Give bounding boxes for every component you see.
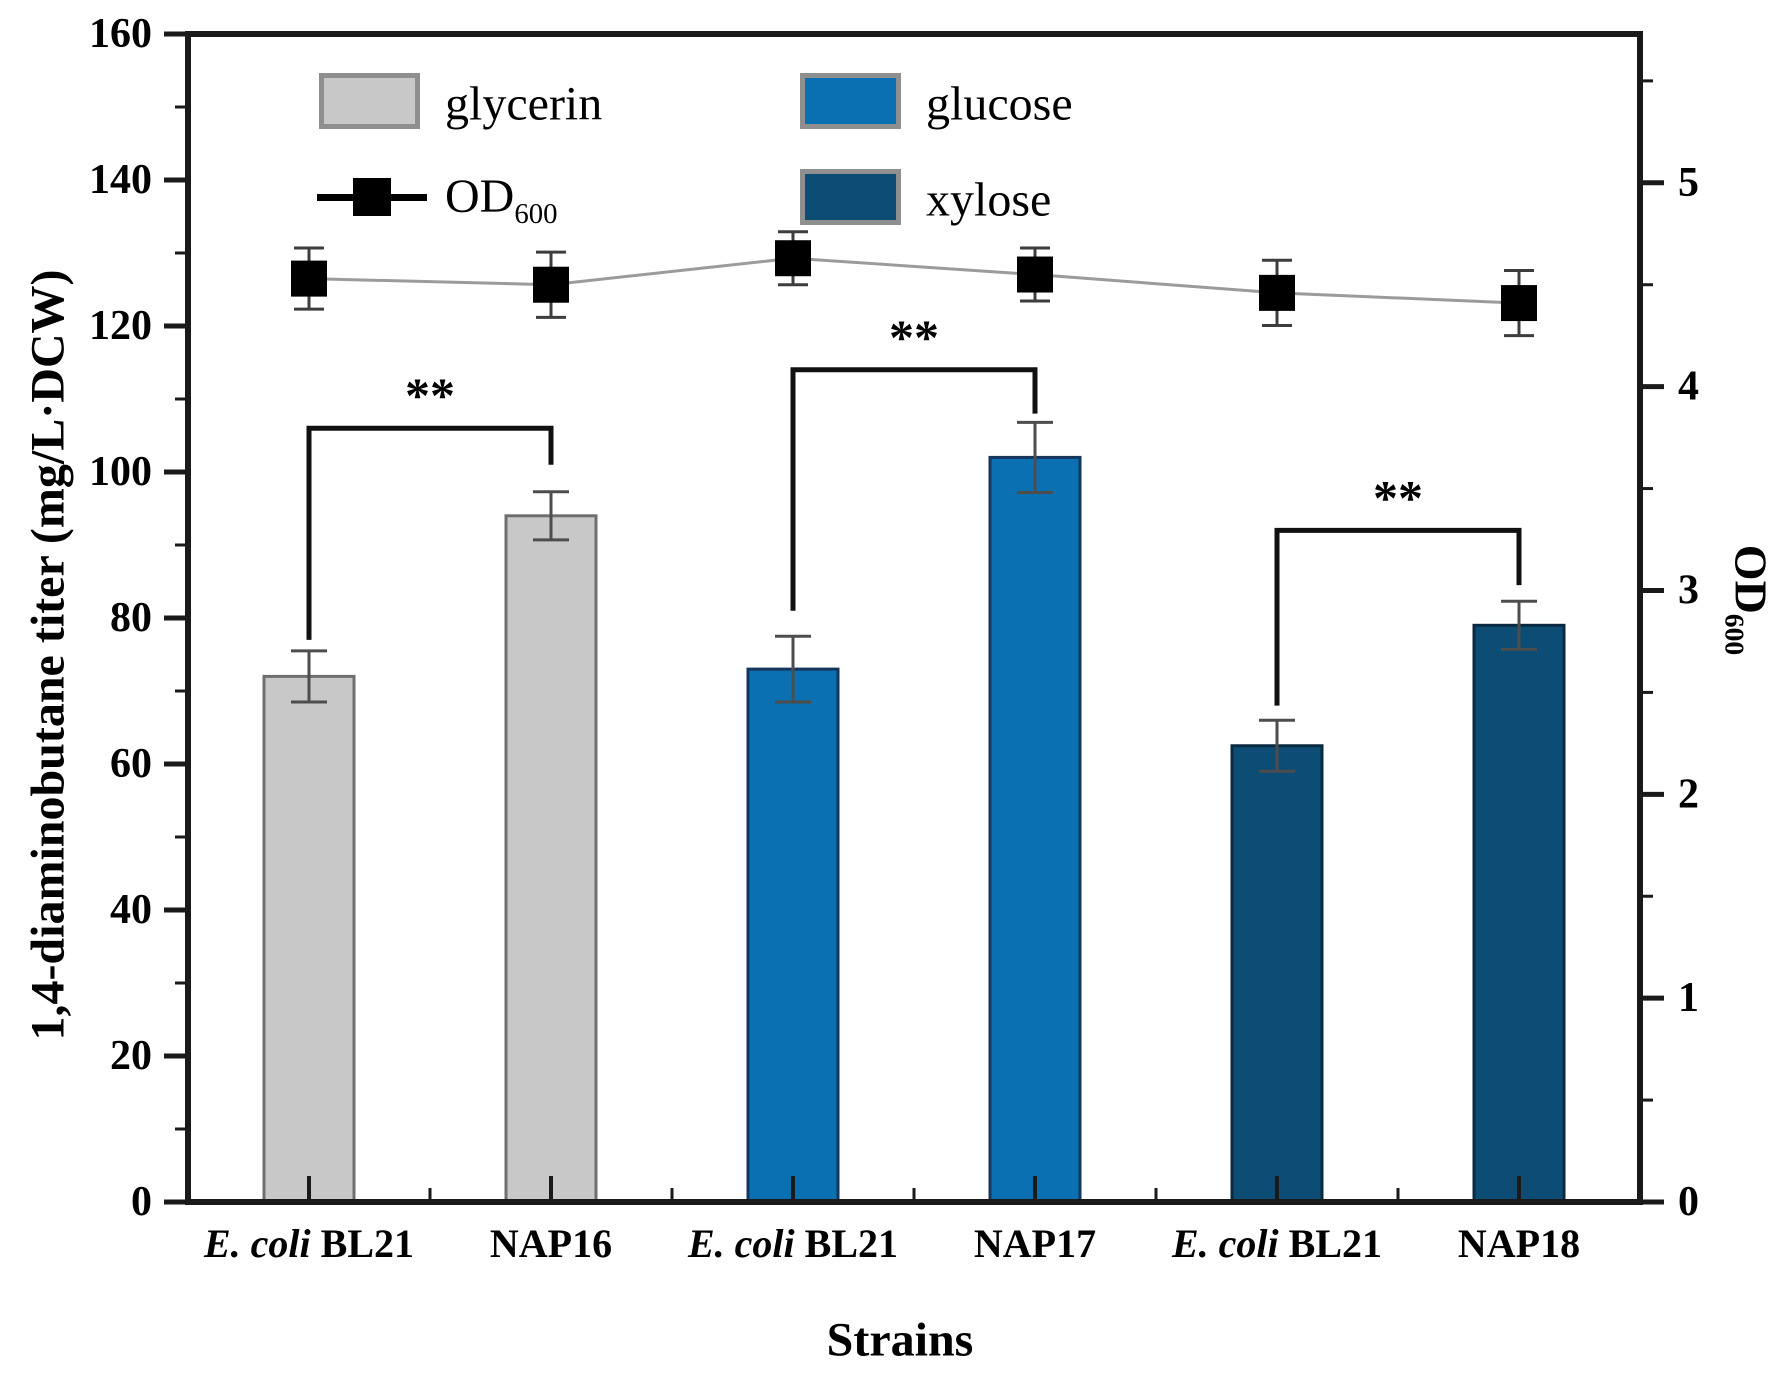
right-axis-title: OD600 xyxy=(1718,545,1777,655)
right-axis-title-main: OD xyxy=(1725,544,1777,614)
left-tick-label: 100 xyxy=(89,449,152,495)
x-category-label-4: E. coli BL21 xyxy=(1171,1221,1383,1266)
legend-swatch-glucose xyxy=(800,73,901,129)
left-tick-label: 20 xyxy=(110,1033,152,1079)
legend-label-od-sub: 600 xyxy=(514,197,558,230)
x-category-label-0: E. coli BL21 xyxy=(203,1221,415,1266)
right-tick-label: 1 xyxy=(1678,975,1699,1021)
bar-glucose-2 xyxy=(746,667,840,1204)
legend-od-marker-icon xyxy=(353,178,391,216)
bar-glycerin-1 xyxy=(504,514,598,1204)
x-category-label-1: NAP16 xyxy=(489,1221,613,1266)
left-axis-title: 1,4-diaminobutane titer (mg/L·DCW) xyxy=(21,269,75,1041)
legend-label-glucose: glucose xyxy=(926,77,1073,131)
significance-bracket xyxy=(1274,527,1522,706)
legend-label-od: OD600 xyxy=(445,169,558,231)
significance-bracket xyxy=(790,367,1038,611)
significance-stars: ** xyxy=(889,309,939,365)
plot-border xyxy=(185,31,1643,1205)
left-tick-label: 140 xyxy=(89,157,152,203)
x-axis-title: Strains xyxy=(826,1313,974,1367)
x-category-italic-prefix: E. coli xyxy=(1171,1221,1289,1266)
od-marker xyxy=(291,260,327,297)
x-category-label-3: NAP17 xyxy=(973,1221,1097,1266)
od-marker xyxy=(1501,285,1537,322)
left-tick-label: 40 xyxy=(110,887,152,933)
bar-xylose-5 xyxy=(1472,623,1566,1204)
od-line xyxy=(308,256,1520,305)
right-tick-label: 5 xyxy=(1678,160,1699,206)
legend-label-glycerin: glycerin xyxy=(445,77,603,131)
legend-swatch-xylose xyxy=(800,169,901,225)
left-tick-label: 80 xyxy=(110,595,152,641)
od-marker xyxy=(533,266,569,303)
right-tick-label: 3 xyxy=(1678,567,1699,613)
left-tick-label: 120 xyxy=(89,303,152,349)
od-marker xyxy=(775,240,811,277)
right-tick-label: 0 xyxy=(1678,1179,1699,1225)
bar-glucose-3 xyxy=(988,455,1082,1204)
od-marker xyxy=(1259,274,1295,311)
bar-xylose-4 xyxy=(1230,744,1324,1204)
significance-bracket xyxy=(306,425,554,640)
left-tick-label: 60 xyxy=(110,741,152,787)
left-tick-label: 0 xyxy=(131,1179,152,1225)
right-tick-label: 2 xyxy=(1678,771,1699,817)
bar-glycerin-0 xyxy=(262,674,356,1204)
legend-label-od-main: OD xyxy=(445,170,515,224)
x-category-italic-prefix: E. coli xyxy=(203,1221,321,1266)
x-category-italic-prefix: E. coli xyxy=(687,1221,805,1266)
significance-stars: ** xyxy=(1373,469,1423,525)
right-tick-label: 4 xyxy=(1678,364,1699,410)
left-tick-label: 160 xyxy=(89,11,152,57)
legend-swatch-glycerin xyxy=(319,73,420,129)
od-marker xyxy=(1017,256,1053,293)
x-category-label-5: NAP18 xyxy=(1457,1221,1581,1266)
legend-label-xylose: xylose xyxy=(926,173,1052,227)
x-category-label-2: E. coli BL21 xyxy=(687,1221,899,1266)
significance-stars: ** xyxy=(405,367,455,423)
right-axis-title-sub: 600 xyxy=(1719,613,1751,656)
